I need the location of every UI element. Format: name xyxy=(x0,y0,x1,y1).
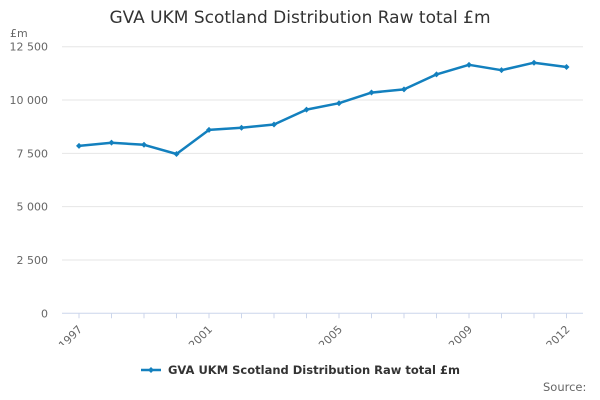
data-point-marker[interactable] xyxy=(141,141,147,148)
data-point-marker[interactable] xyxy=(271,121,277,128)
y-axis-tick-label: 12 500 xyxy=(10,41,49,54)
x-axis-tick-label: 1997 xyxy=(56,323,85,345)
chart-title: GVA UKM Scotland Distribution Raw total … xyxy=(109,8,491,28)
y-axis-tick-label: 0 xyxy=(41,307,48,320)
data-point-marker[interactable] xyxy=(368,89,375,96)
x-axis-tick-label: 2001 xyxy=(186,323,215,345)
source-label: Source: xyxy=(543,380,587,394)
data-point-marker[interactable] xyxy=(108,139,115,146)
data-point-marker[interactable] xyxy=(303,106,310,113)
data-point-marker[interactable] xyxy=(206,126,212,133)
plot-area: 0 2 500 5 000 7 500 10 000 12 500 1997 2001 2005… xyxy=(10,41,583,345)
legend-label: GVA UKM Scotland Distribution Raw total … xyxy=(167,363,460,377)
data-point-marker[interactable] xyxy=(466,61,472,68)
data-point-marker[interactable] xyxy=(238,124,245,131)
legend-item[interactable]: GVA UKM Scotland Distribution Raw total … xyxy=(0,363,600,377)
data-point-marker[interactable] xyxy=(401,86,407,93)
y-axis-tick-label: 2 500 xyxy=(17,254,49,267)
y-axis-tick-label: 5 000 xyxy=(17,201,49,214)
data-point-marker[interactable] xyxy=(336,100,342,107)
x-axis-tick-label: 2012 xyxy=(544,323,573,345)
data-point-marker[interactable] xyxy=(531,59,537,66)
data-point-marker[interactable] xyxy=(563,63,570,70)
legend-marker-icon xyxy=(140,367,161,373)
y-axis-tick-label: 10 000 xyxy=(10,94,49,107)
data-point-marker[interactable] xyxy=(76,142,82,149)
x-axis-tick-label: 2005 xyxy=(316,323,345,345)
x-axis-tick-label: 2009 xyxy=(446,323,475,345)
y-axis-tick-label: 7 500 xyxy=(17,147,49,160)
y-axis-unit-label: £m xyxy=(10,27,28,40)
data-point-marker[interactable] xyxy=(433,71,440,78)
data-point-marker[interactable] xyxy=(173,150,180,157)
data-point-marker[interactable] xyxy=(498,67,505,74)
series-line xyxy=(77,61,568,156)
